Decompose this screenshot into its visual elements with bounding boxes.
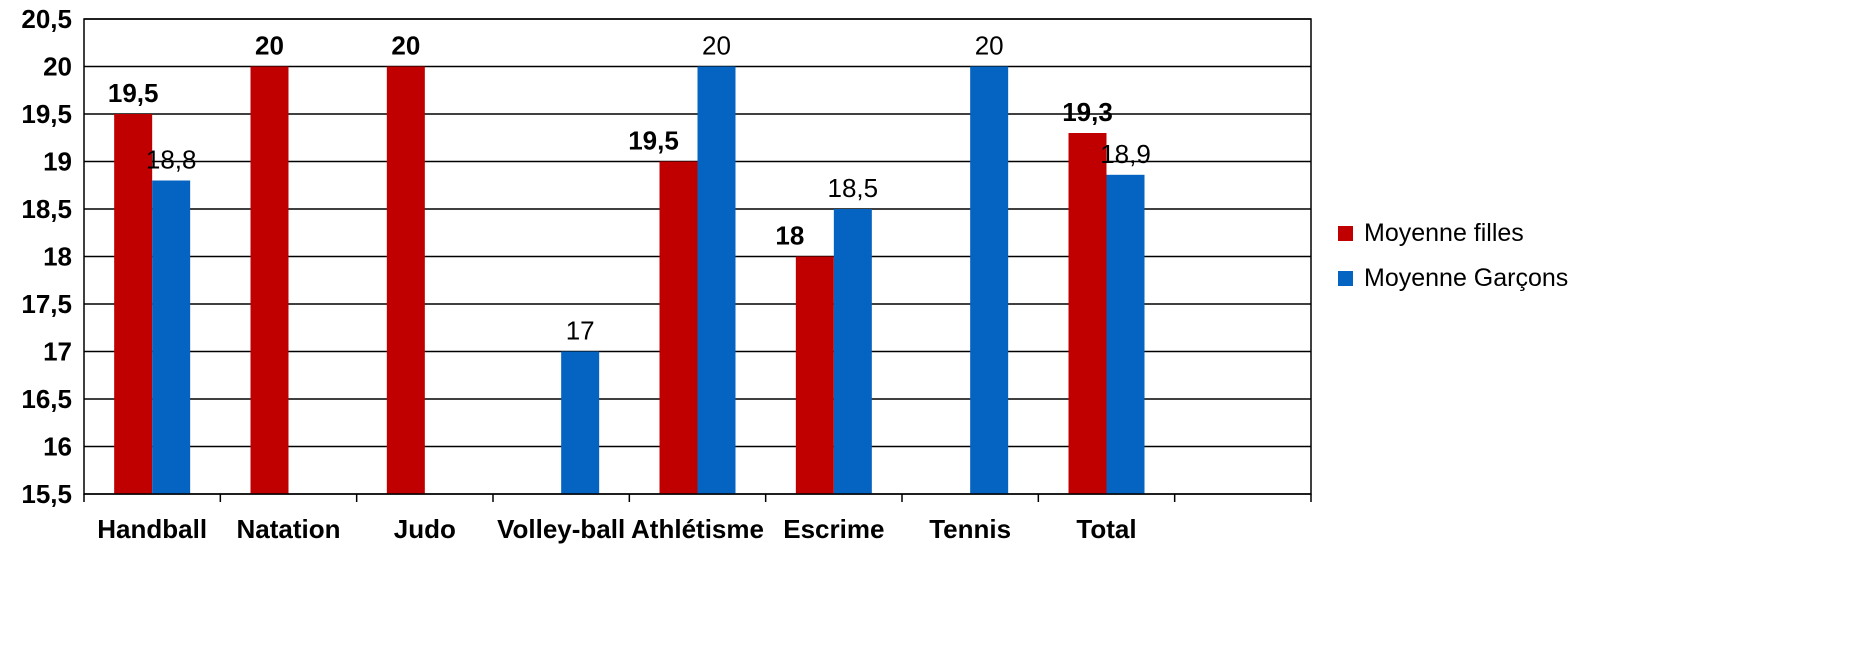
data-label: 17 [566, 316, 595, 346]
legend-label: Moyenne filles [1364, 219, 1524, 247]
x-tick-label: Escrime [783, 514, 884, 544]
data-label: 19,3 [1062, 97, 1113, 127]
bar-filles [1068, 133, 1107, 494]
bar-filles [386, 66, 425, 494]
y-tick-label: 19 [43, 147, 72, 177]
y-tick-label: 15,5 [21, 479, 72, 509]
y-axis-ticks: 15,5 16 16,5 17 17,5 18 18,5 19 19,5 20 20,5 [21, 4, 72, 509]
bar-garcons [152, 180, 191, 494]
x-tick-label: Judo [394, 514, 456, 544]
legend-swatch [1338, 271, 1353, 286]
data-labels: 19,5 18,8 20 20 17 19,5 20 18 18,5 20 19,3 18,9 [108, 31, 1151, 346]
bar-garcons [561, 351, 600, 494]
data-label: 18 [775, 221, 804, 251]
y-tick-label: 18 [43, 242, 72, 272]
x-tick-label: Natation [237, 514, 341, 544]
y-tick-label: 16,5 [21, 384, 72, 414]
data-label: 20 [975, 31, 1004, 61]
y-tick-label: 20 [43, 52, 72, 82]
x-tick-label: Volley-ball [497, 514, 625, 544]
y-tick-label: 17 [43, 337, 72, 367]
bar-filles [114, 114, 153, 494]
data-label: 20 [255, 31, 284, 61]
data-label: 20 [391, 31, 420, 61]
data-label: 20 [702, 31, 731, 61]
y-tick-label: 20,5 [21, 4, 72, 34]
legend-label: Moyenne Garçons [1364, 264, 1568, 292]
x-tick-label: Tennis [929, 514, 1011, 544]
y-tick-label: 16 [43, 432, 72, 462]
axes [83, 18, 1312, 502]
data-label: 19,5 [628, 126, 679, 156]
plot-frame [83, 18, 1312, 495]
x-tick-label: Total [1076, 514, 1136, 544]
bar-garcons [697, 66, 736, 494]
y-tick-label: 19,5 [21, 99, 72, 129]
x-tick-label: Handball [97, 514, 207, 544]
bar-garcons [833, 209, 872, 494]
x-axis-ticks: Handball Natation Judo Volley-ball Athlétism… [97, 514, 1136, 544]
bar-filles [250, 66, 289, 494]
bar-garcons [1106, 174, 1145, 495]
legend: Moyenne filles Moyenne Garçons [1338, 219, 1568, 292]
bar-garcons [970, 66, 1009, 494]
data-label: 18,9 [1100, 139, 1151, 169]
y-tick-label: 17,5 [21, 289, 72, 319]
data-label: 19,5 [108, 78, 159, 108]
x-tick-label: Athlétisme [631, 514, 764, 544]
bars [114, 66, 1145, 495]
y-tick-label: 18,5 [21, 194, 72, 224]
bar-filles [795, 256, 834, 494]
legend-swatch [1338, 226, 1353, 241]
data-label: 18,8 [146, 145, 197, 175]
bar-filles [659, 161, 698, 494]
data-label: 18,5 [828, 173, 879, 203]
